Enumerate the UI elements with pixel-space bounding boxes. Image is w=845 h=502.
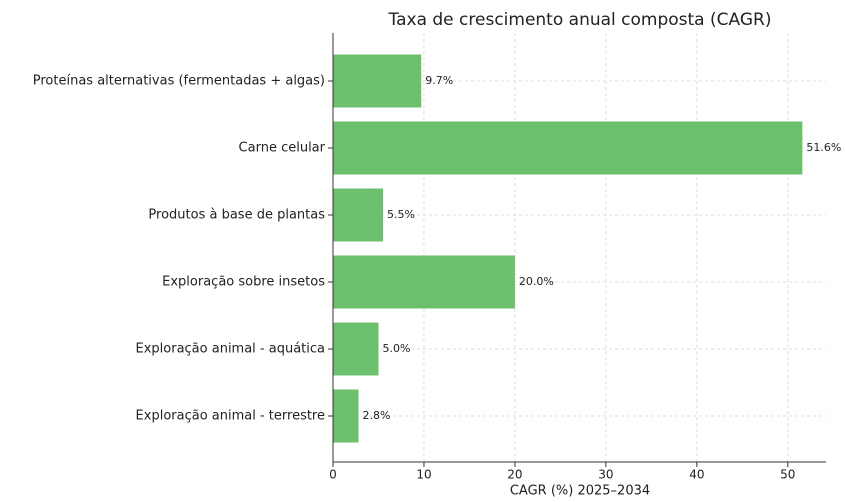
y-tick-label: Carne celular: [239, 141, 326, 156]
x-tick-label: 20: [507, 468, 522, 482]
bar: [333, 322, 379, 376]
bar: [333, 255, 515, 309]
value-label: 20.0%: [519, 275, 554, 288]
value-label: 51.6%: [806, 141, 841, 154]
y-tick-label: Exploração animal - aquática: [136, 342, 326, 357]
x-tick-label: 10: [416, 468, 431, 482]
y-tick-label: Produtos à base de plantas: [148, 208, 325, 223]
y-tick-label: Exploração sobre insetos: [162, 275, 325, 290]
x-tick-label: 50: [780, 468, 795, 482]
value-label: 5.5%: [387, 208, 415, 221]
x-tick-label: 0: [329, 468, 337, 482]
chart-title: Taxa de crescimento anual composta (CAGR…: [388, 10, 772, 30]
x-axis-label: CAGR (%) 2025–2034: [510, 484, 650, 499]
y-tick-label: Proteínas alternativas (fermentadas + al…: [33, 74, 325, 89]
value-label: 9.7%: [425, 74, 453, 87]
bar: [333, 389, 359, 443]
x-tick-label: 40: [689, 468, 704, 482]
value-label: 2.8%: [362, 409, 390, 422]
bar: [333, 54, 422, 108]
value-label: 5.0%: [382, 342, 410, 355]
bar: [333, 188, 384, 242]
y-tick-label: Exploração animal - terrestre: [136, 409, 325, 424]
bar: [333, 121, 803, 175]
x-tick-label: 30: [598, 468, 613, 482]
